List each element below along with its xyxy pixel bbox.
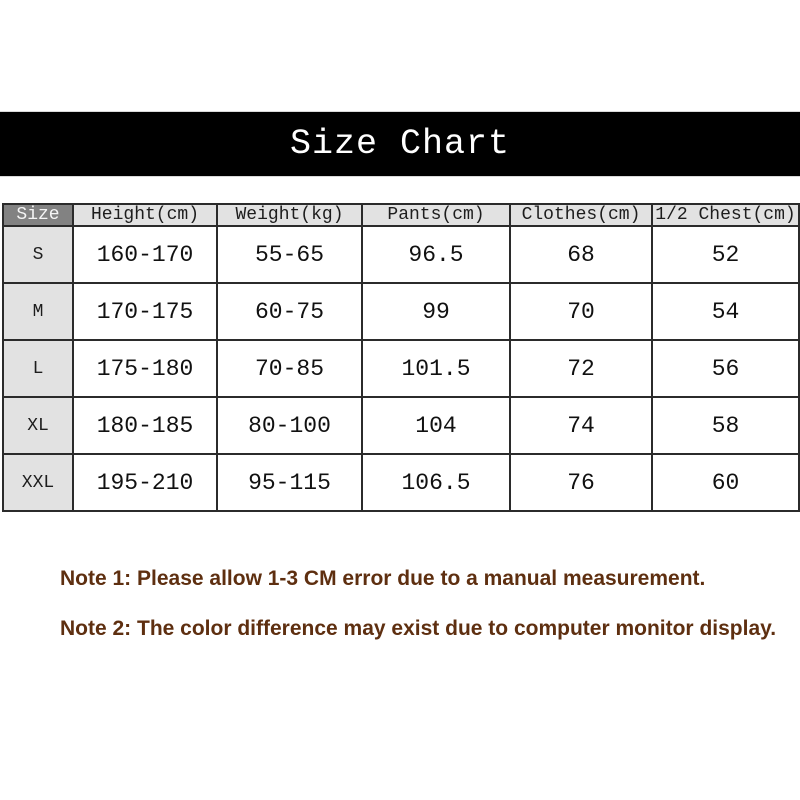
cell-m-chest: 54	[651, 282, 800, 341]
cell-xxl-weight: 95-115	[216, 453, 363, 512]
column-header-size: Size	[2, 203, 74, 227]
size-chart-table: Size Height(cm) Weight(kg) Pants(cm) Clo…	[2, 203, 800, 512]
column-header-weight: Weight(kg)	[216, 203, 363, 227]
cell-m-clothes: 70	[509, 282, 653, 341]
cell-l-weight: 70-85	[216, 339, 363, 398]
table-row-m: M 170-175 60-75 99 70 54	[2, 282, 800, 341]
note-2: Note 2: The color difference may exist d…	[60, 617, 777, 640]
table-row-s: S 160-170 55-65 96.5 68 52	[2, 225, 800, 284]
column-header-clothes: Clothes(cm)	[509, 203, 653, 227]
cell-s-weight: 55-65	[216, 225, 363, 284]
page-title: Size Chart	[289, 124, 511, 164]
row-label-xxl: XXL	[2, 453, 74, 512]
cell-s-clothes: 68	[509, 225, 653, 284]
cell-m-pants: 99	[361, 282, 511, 341]
cell-xl-weight: 80-100	[216, 396, 363, 455]
cell-l-height: 175-180	[72, 339, 218, 398]
cell-l-pants: 101.5	[361, 339, 511, 398]
cell-xxl-pants: 106.5	[361, 453, 511, 512]
table-row-xxl: XXL 195-210 95-115 106.5 76 60	[2, 453, 800, 512]
row-label-m: M	[2, 282, 74, 341]
cell-s-pants: 96.5	[361, 225, 511, 284]
cell-xl-pants: 104	[361, 396, 511, 455]
cell-l-clothes: 72	[509, 339, 653, 398]
cell-xl-height: 180-185	[72, 396, 218, 455]
note-1: Note 1: Please allow 1-3 CM error due to…	[60, 567, 706, 590]
cell-m-weight: 60-75	[216, 282, 363, 341]
row-label-xl: XL	[2, 396, 74, 455]
cell-xxl-chest: 60	[651, 453, 800, 512]
column-header-pants: Pants(cm)	[361, 203, 511, 227]
column-header-height: Height(cm)	[72, 203, 218, 227]
row-label-s: S	[2, 225, 74, 284]
cell-xl-chest: 58	[651, 396, 800, 455]
cell-s-height: 160-170	[72, 225, 218, 284]
table-row-l: L 175-180 70-85 101.5 72 56	[2, 339, 800, 398]
cell-m-height: 170-175	[72, 282, 218, 341]
cell-xxl-clothes: 76	[509, 453, 653, 512]
cell-xl-clothes: 74	[509, 396, 653, 455]
cell-xxl-height: 195-210	[72, 453, 218, 512]
cell-l-chest: 56	[651, 339, 800, 398]
title-banner: Size Chart	[0, 112, 800, 176]
column-header-chest: 1/2 Chest(cm)	[651, 203, 800, 227]
row-label-l: L	[2, 339, 74, 398]
cell-s-chest: 52	[651, 225, 800, 284]
table-row-xl: XL 180-185 80-100 104 74 58	[2, 396, 800, 455]
header-row: Size Height(cm) Weight(kg) Pants(cm) Clo…	[2, 203, 800, 227]
